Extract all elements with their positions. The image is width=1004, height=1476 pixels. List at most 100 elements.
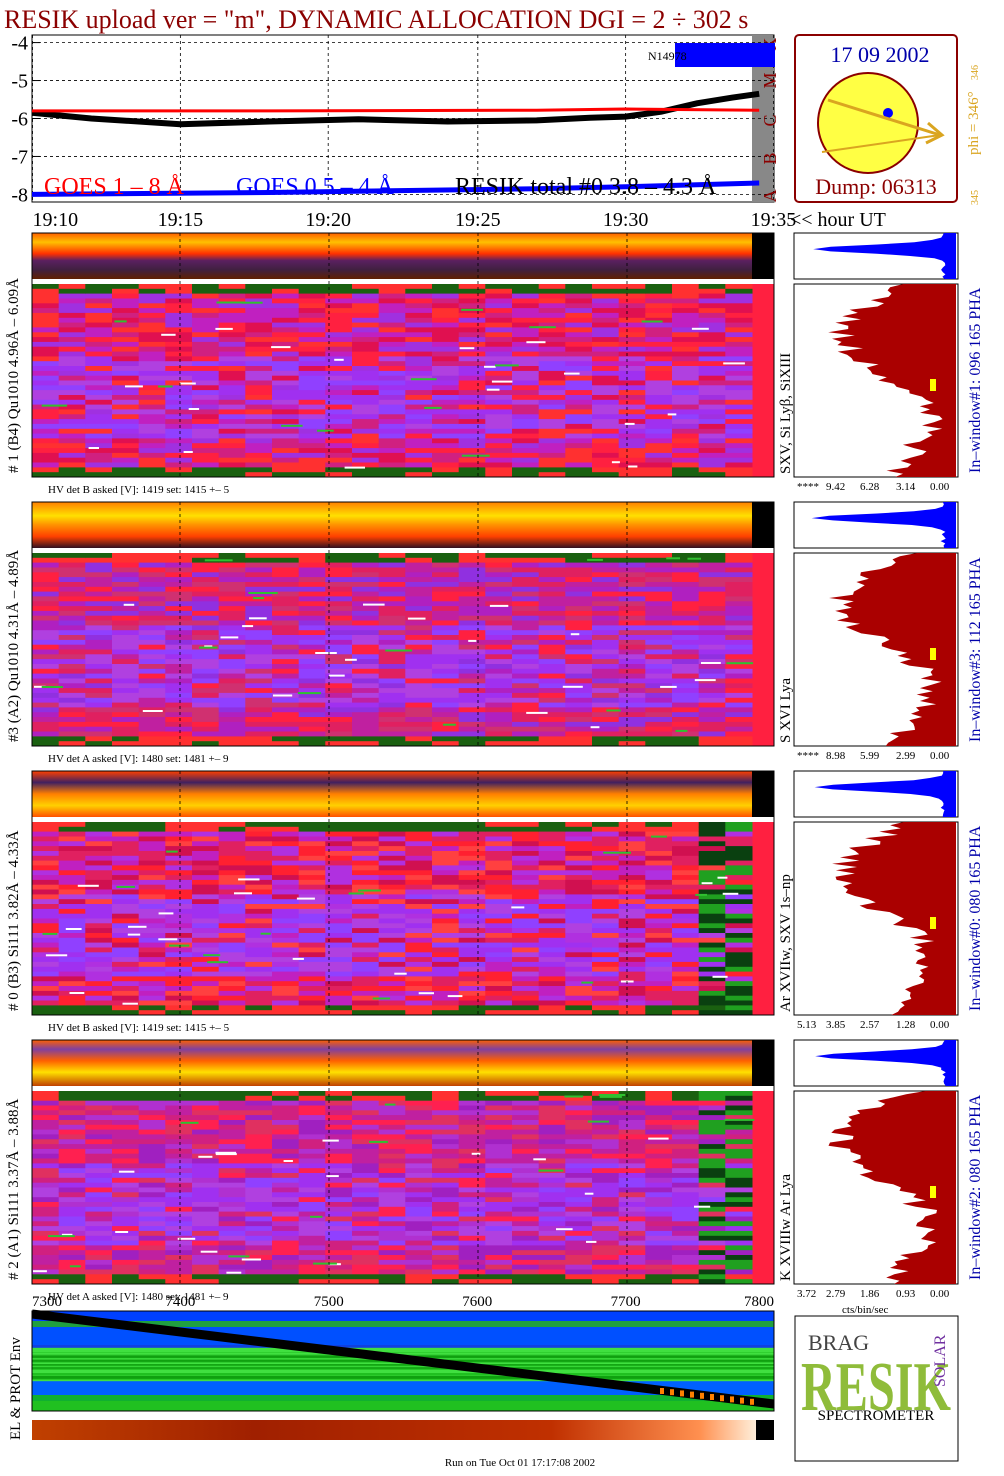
heatmap-cell — [432, 567, 460, 573]
heatmap-cell — [165, 567, 193, 573]
heatmap-cell — [458, 721, 486, 728]
heatmap-cell — [512, 1168, 540, 1174]
heatmap-cell — [725, 831, 753, 837]
heatmap-cell — [325, 596, 353, 602]
heatmap-cell — [298, 1129, 326, 1135]
heatmap-cell — [458, 831, 486, 837]
heatmap-cell — [352, 990, 380, 997]
heatmap-cell — [618, 822, 646, 828]
heatmap-streak — [215, 1151, 237, 1154]
heatmap-cell — [538, 317, 566, 324]
heatmap-cell — [512, 433, 540, 439]
heatmap-cell — [85, 601, 113, 607]
heatmap-streak — [326, 1175, 339, 1178]
heatmap-cell — [58, 894, 86, 900]
heatmap-cell — [85, 582, 113, 588]
heatmap-cell — [138, 731, 166, 737]
heatmap-cell — [565, 1110, 593, 1116]
heatmap-cell — [298, 736, 326, 742]
heatmap-cell — [485, 654, 513, 660]
sun-date: 17 09 2002 — [831, 42, 930, 67]
heatmap-cell — [698, 1000, 726, 1006]
heatmap-cell — [672, 971, 700, 977]
heatmap-cell — [485, 702, 513, 708]
heatmap-cell — [512, 385, 540, 391]
heatmap-cell — [432, 433, 460, 439]
heatmap-cell — [298, 1250, 326, 1256]
heatmap-cell — [432, 356, 460, 362]
heatmap-cell — [458, 841, 486, 847]
heatmap-cell — [592, 1100, 620, 1106]
summary-band-gap — [752, 1040, 774, 1086]
heatmap-cell — [538, 826, 566, 833]
heatmap-cell — [32, 448, 60, 454]
heatmap-cell — [698, 428, 726, 435]
heatmap-cell — [645, 678, 673, 684]
heatmap-cell — [485, 860, 513, 866]
heatmap-cell — [378, 567, 406, 573]
heatmap-cell — [298, 1134, 326, 1140]
heatmap-cell — [432, 1168, 460, 1174]
heatmap-cell — [165, 625, 193, 631]
heatmap-cell — [352, 448, 380, 454]
heatmap-cell — [512, 572, 540, 578]
heatmap-cell — [672, 1206, 700, 1213]
heatmap-cell — [272, 659, 300, 665]
heatmap-cell — [192, 361, 220, 367]
heatmap-cell — [645, 986, 673, 992]
heatmap-cell — [485, 404, 513, 410]
heatmap-cell — [58, 1163, 86, 1169]
heatmap-cell — [458, 625, 486, 631]
heatmap-cell — [218, 472, 246, 478]
heatmap-cell — [112, 736, 140, 742]
heatmap-cell — [245, 414, 273, 420]
heatmap-cell — [138, 308, 166, 314]
heatmap-cell — [325, 846, 353, 852]
heatmap-cell — [458, 356, 486, 362]
heatmap-cell — [272, 1105, 300, 1111]
heatmap-cell — [58, 1202, 86, 1208]
heatmap-cell — [698, 395, 726, 401]
heatmap-cell — [32, 889, 60, 895]
heatmap-cell — [672, 1148, 700, 1155]
heatmap-cell — [485, 879, 513, 886]
heatmap-cell — [618, 1144, 646, 1150]
heatmap-cell — [618, 615, 646, 621]
heatmap-cell — [112, 1153, 140, 1159]
heatmap-cell — [538, 908, 566, 915]
heatmap-cell — [618, 1216, 646, 1222]
heatmap-cell — [192, 438, 220, 444]
heatmap-cell — [592, 582, 620, 588]
heatmap-cell — [165, 933, 193, 939]
heatmap-cell — [512, 284, 540, 290]
heatmap-cell — [512, 1264, 540, 1270]
heatmap-cell — [245, 649, 273, 655]
heatmap-cell — [245, 654, 273, 660]
heatmap-cell — [698, 572, 726, 578]
heatmap-cell — [32, 606, 60, 612]
heatmap-cell — [298, 567, 326, 573]
heatmap-cell — [272, 380, 300, 386]
heatmap-cell — [218, 1226, 246, 1232]
heatmap-cell — [58, 356, 86, 362]
heatmap-cell — [672, 399, 700, 406]
heatmap-cell — [245, 822, 273, 828]
heatmap-cell — [698, 822, 726, 828]
heatmap-cell — [378, 1134, 406, 1140]
heatmap-cell — [245, 620, 273, 626]
heatmap-cell — [85, 414, 113, 420]
heatmap-cell — [165, 717, 193, 723]
heatmap-cell — [538, 721, 566, 728]
heatmap-cell — [165, 957, 193, 963]
heatmap-cell — [592, 990, 620, 997]
heatmap-cell — [725, 472, 753, 478]
heatmap-cell — [485, 620, 513, 626]
heatmap-cell — [458, 1158, 486, 1164]
heatmap-cell — [272, 298, 300, 304]
heatmap-cell — [592, 697, 620, 704]
heatmap-cell — [245, 1091, 273, 1097]
heatmap-streak — [329, 674, 345, 677]
heatmap-cell — [432, 1255, 460, 1261]
heatmap-cell — [645, 1240, 673, 1246]
heatmap-cell — [298, 1177, 326, 1184]
